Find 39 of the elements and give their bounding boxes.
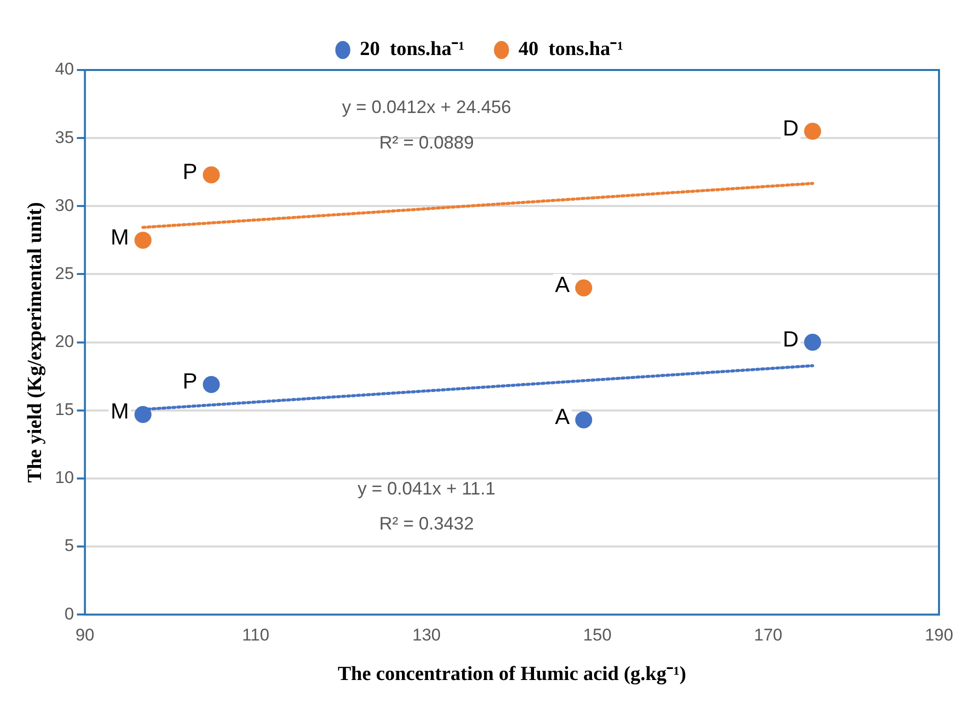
legend-label: 20 tons.ha⁻¹ [360, 38, 465, 60]
x-tick-label: 90 [75, 625, 94, 644]
point [134, 232, 152, 249]
annotation: P [182, 368, 198, 394]
y-tick-label: 40 [54, 60, 74, 79]
y-tick-label: 5 [64, 536, 74, 556]
x-axis-title: The concentration of Humic acid (g.kg⁻¹) [338, 663, 686, 686]
legend-label: 40 tons.ha⁻¹ [518, 38, 624, 60]
annotation: D [782, 326, 799, 352]
annotation: A [555, 272, 570, 297]
annotation: A [555, 404, 570, 429]
annotation: y = 0.041x + 11.1 [358, 478, 496, 498]
point [202, 376, 220, 394]
annotation: y = 0.0412x + 24.456 [342, 97, 512, 118]
point [575, 279, 592, 296]
y-tick-label: 20 [54, 332, 74, 351]
x-tick-label: 150 [583, 625, 612, 644]
annotation: M [110, 398, 129, 424]
annotation: R² = 0.3432 [379, 514, 474, 534]
x-tick-label: 110 [242, 625, 270, 644]
point [804, 122, 822, 140]
y-axis-title: The yield (Kg/experimental unit) [24, 202, 46, 483]
annotation: R² = 0.0889 [379, 132, 474, 152]
annotation: D [782, 115, 799, 140]
y-tick-label: 30 [54, 196, 74, 215]
y-tick-label: 25 [54, 264, 74, 283]
x-tick-label: 130 [412, 625, 441, 644]
point [202, 166, 220, 184]
x-tick-label: 190 [924, 625, 954, 644]
y-tick-label: 0 [64, 604, 74, 624]
annotation: P [182, 158, 198, 184]
point [134, 406, 152, 423]
annotation: M [110, 224, 129, 250]
y-tick-label: 35 [54, 128, 74, 147]
point [804, 334, 822, 351]
y-tick-label: 15 [54, 400, 74, 420]
x-tick-label: 170 [754, 625, 782, 644]
y-tick-label: 10 [54, 468, 74, 488]
point [575, 411, 592, 428]
